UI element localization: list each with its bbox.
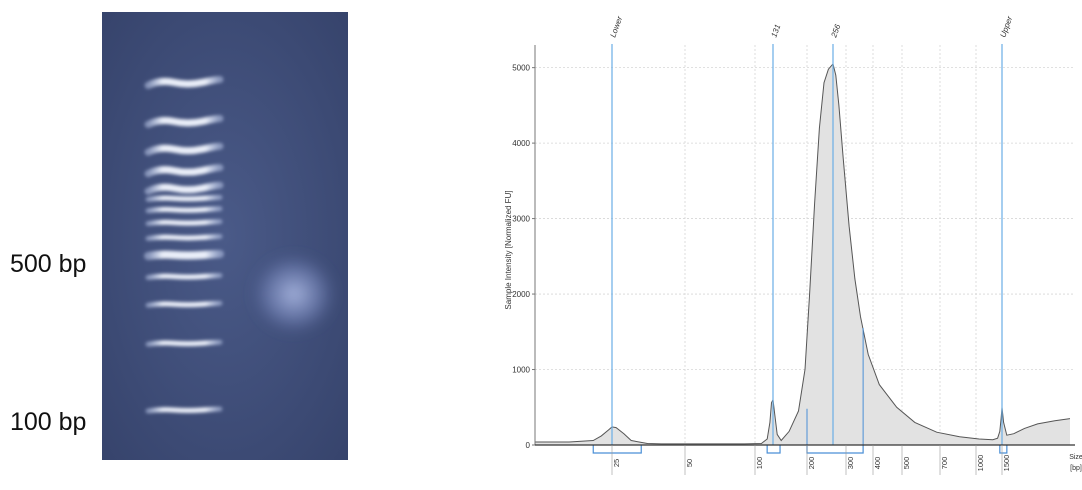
axes (534, 45, 1075, 446)
peak-marker-label: Upper (998, 15, 1014, 39)
y-tick-label: 1000 (512, 366, 530, 375)
x-tick-label: 1500 (1002, 455, 1011, 472)
x-tick-label: 50 (685, 459, 694, 467)
ladder-band (144, 75, 224, 89)
ladder-band (145, 219, 223, 227)
sample-smear (250, 252, 338, 336)
ladder-band (144, 250, 224, 260)
ladder-band (144, 181, 224, 195)
y-tick-labels: 0 1000 2000 3000 4000 5000 (512, 64, 535, 450)
ladder-band (145, 339, 223, 347)
peak-marker-label: 256 (829, 23, 843, 40)
peak-marker-label: Lower (608, 15, 624, 39)
y-tick-label: 3000 (512, 215, 530, 224)
x-tick-label: 400 (873, 457, 882, 470)
x-axis-label: Size (1069, 454, 1082, 461)
ladder-lane (144, 75, 224, 414)
ladder-band (144, 164, 224, 178)
x-tick-label: 500 (902, 457, 911, 470)
x-axis-unit: [bp] (1070, 465, 1082, 472)
y-axis-label: Sample Intensity [Normalized FU] (504, 190, 513, 309)
electropherogram-chart: Lower 131 256 Upper 0 1000 2000 3000 4000 5000 2… (504, 15, 1082, 475)
ladder-band (144, 142, 224, 156)
gel-label-100bp: 100 bp (10, 408, 87, 436)
x-tick-labels: 25 50 100 200 300 400 500 700 1000 1500 (611, 445, 1011, 475)
y-tick-label: 5000 (512, 64, 530, 73)
peak-marker-label: 131 (769, 23, 782, 39)
ladder-band (145, 406, 223, 414)
region-bracket (806, 445, 864, 454)
x-tick-label: 700 (940, 457, 949, 470)
ladder-band (145, 233, 223, 241)
x-tick-label: 25 (612, 459, 621, 467)
x-tick-label: 300 (846, 457, 855, 470)
x-tick-label: 100 (755, 457, 764, 470)
x-tick-label: 1000 (976, 455, 985, 472)
ladder-band (145, 194, 223, 202)
y-tick-label: 0 (526, 441, 531, 450)
ladder-band (144, 114, 224, 128)
x-tick-label: 200 (807, 457, 816, 470)
ladder-band (145, 206, 223, 214)
ladder-band (145, 272, 223, 280)
trace-line (535, 62, 1071, 445)
y-tick-label: 2000 (512, 290, 530, 299)
region-bracket (766, 445, 781, 454)
y-tick-label: 4000 (512, 139, 530, 148)
ladder-band (145, 300, 223, 308)
peak-markers: Lower 131 256 Upper (608, 15, 1014, 445)
region-bracket (999, 445, 1008, 454)
gel-background (102, 12, 348, 460)
agarose-gel-image (102, 12, 348, 460)
region-bracket (592, 445, 642, 454)
gel-label-500bp: 500 bp (10, 250, 87, 278)
